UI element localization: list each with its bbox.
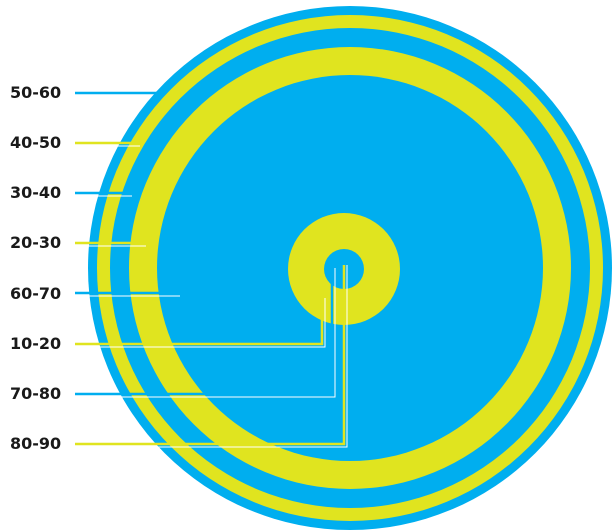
label-10-20: 10-20: [10, 334, 62, 353]
label-70-80: 70-80: [10, 384, 62, 403]
label-50-60: 50-60: [10, 83, 62, 102]
label-60-70: 60-70: [10, 284, 62, 303]
label-20-30: 20-30: [10, 233, 62, 252]
label-80-90: 80-90: [10, 434, 62, 453]
label-30-40: 30-40: [10, 183, 62, 202]
leader-lines: [75, 91, 348, 448]
label-40-50: 40-50: [10, 133, 62, 152]
